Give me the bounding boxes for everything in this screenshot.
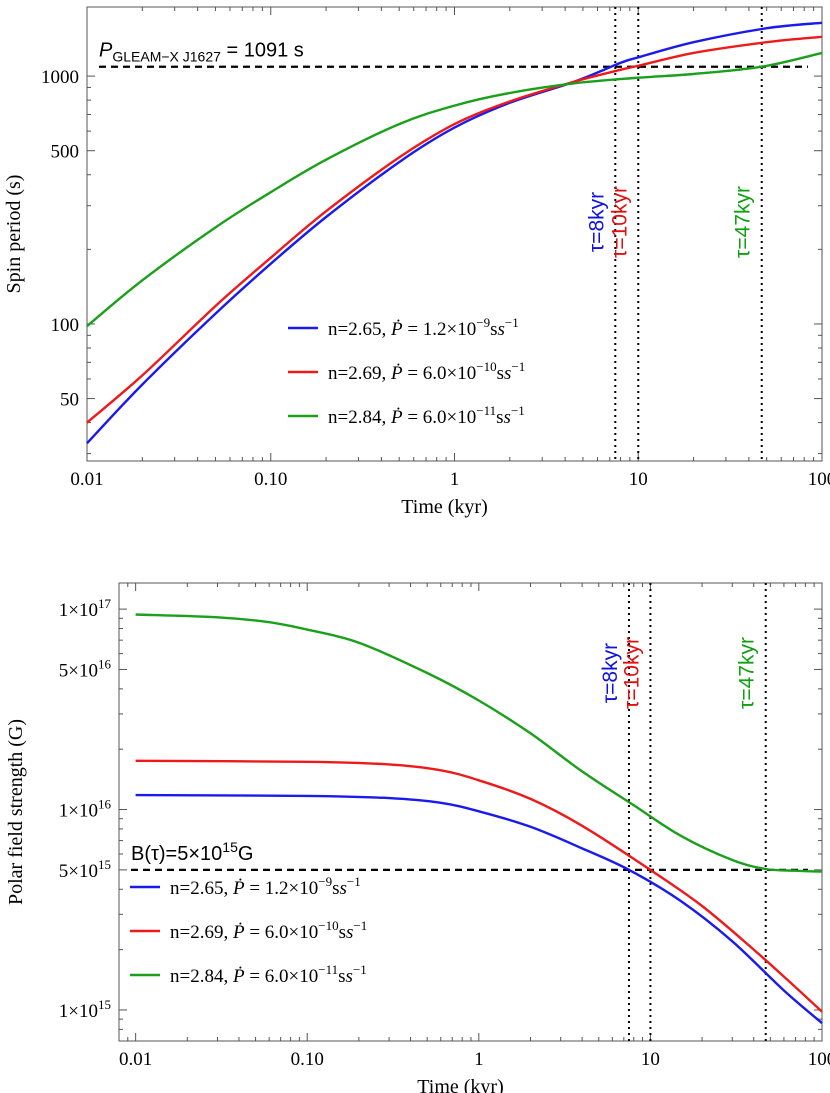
threshold-label: PGLEAM−X J1627 = 1091 s — [99, 40, 304, 65]
y-tick-label: 1×1015 — [59, 997, 111, 1022]
tau-label: τ=8kyr — [585, 192, 608, 252]
legend-label: n=2.65, Ṗ = 1.2×10−9ss−1 — [170, 874, 361, 899]
x-tick-label: 10 — [629, 469, 648, 490]
threshold-label: B(τ)=5×1015G — [131, 839, 253, 865]
legend-label: n=2.69, Ṗ = 6.0×10−10ss−1 — [170, 918, 367, 943]
series-line — [135, 759, 823, 1013]
y-axis-title: Polar field strength (G) — [5, 719, 27, 905]
chart-polar-field: 0.01 0.10 1 10 100 1×1015 5×1015 1×1016 5×1016 1×… — [5, 582, 830, 1093]
x-tick-label: 0.10 — [291, 1049, 324, 1070]
legend-label: n=2.84, Ṗ = 6.0×10−11ss−1 — [328, 403, 525, 428]
x-tick-label: 1 — [450, 469, 460, 490]
tau-label: τ=47kyr — [736, 637, 759, 709]
y-tick-label: 500 — [51, 142, 80, 163]
plot-frame — [86, 6, 823, 462]
x-tick-label: 1 — [474, 1049, 484, 1070]
tau-label: τ=10kyr — [608, 186, 631, 258]
y-tick-label: 5×1015 — [59, 857, 111, 882]
x-tick-label: 100 — [808, 1049, 830, 1070]
legend-label: n=2.65, Ṗ = 1.2×10−9ss−1 — [328, 315, 519, 340]
y-tick-label: 50 — [60, 390, 79, 411]
legend-label: n=2.69, Ṗ = 6.0×10−10ss−1 — [328, 359, 525, 384]
x-axis-title: Time (kyr) — [417, 1076, 503, 1093]
x-tick-label: 0.01 — [70, 469, 103, 490]
x-tick-label: 10 — [641, 1049, 660, 1070]
y-tick-label: 5×1016 — [59, 656, 112, 681]
legend-label: n=2.84, Ṗ = 6.0×10−11ss−1 — [170, 962, 367, 987]
series-line — [86, 21, 823, 445]
tau-label: τ=10kyr — [620, 637, 643, 709]
x-tick-label: 0.01 — [119, 1049, 152, 1070]
series-line — [86, 35, 823, 424]
tau-label: τ=47kyr — [732, 186, 755, 258]
series-line — [86, 51, 823, 328]
chart-spin-period: 0.01 0.10 1 10 100 50 100 500 1000 Time (kyr) Spin… — [3, 6, 830, 518]
series-line — [135, 613, 823, 873]
y-tick-label: 1×1016 — [59, 797, 112, 822]
tau-label: τ=8kyr — [599, 643, 622, 703]
y-tick-label: 100 — [51, 315, 80, 336]
x-tick-label: 0.10 — [254, 469, 287, 490]
y-axis-title: Spin period (s) — [3, 175, 25, 294]
y-tick-label: 1×1017 — [59, 596, 112, 621]
x-tick-label: 100 — [808, 469, 830, 490]
series-line — [135, 793, 823, 1025]
x-axis-title: Time (kyr) — [401, 496, 487, 518]
y-tick-label: 1000 — [41, 67, 79, 88]
